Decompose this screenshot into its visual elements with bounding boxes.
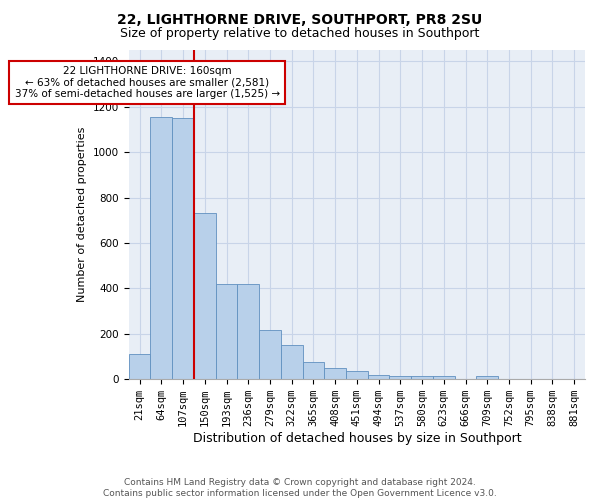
Bar: [238, 284, 259, 379]
Bar: [433, 376, 455, 379]
Bar: [302, 362, 324, 379]
Text: Contains HM Land Registry data © Crown copyright and database right 2024.
Contai: Contains HM Land Registry data © Crown c…: [103, 478, 497, 498]
Text: 22, LIGHTHORNE DRIVE, SOUTHPORT, PR8 2SU: 22, LIGHTHORNE DRIVE, SOUTHPORT, PR8 2SU: [118, 12, 482, 26]
Bar: [215, 284, 238, 379]
Bar: [411, 376, 433, 379]
Text: Size of property relative to detached houses in Southport: Size of property relative to detached ho…: [121, 28, 479, 40]
Bar: [129, 354, 151, 379]
Bar: [324, 368, 346, 379]
Text: 22 LIGHTHORNE DRIVE: 160sqm
← 63% of detached houses are smaller (2,581)
37% of : 22 LIGHTHORNE DRIVE: 160sqm ← 63% of det…: [14, 66, 280, 99]
Bar: [194, 214, 215, 379]
Bar: [172, 118, 194, 379]
Bar: [389, 376, 411, 379]
Bar: [346, 372, 368, 379]
Bar: [476, 376, 498, 379]
Bar: [151, 117, 172, 379]
Bar: [281, 345, 302, 379]
Bar: [259, 330, 281, 379]
Bar: [368, 374, 389, 379]
X-axis label: Distribution of detached houses by size in Southport: Distribution of detached houses by size …: [193, 432, 521, 445]
Y-axis label: Number of detached properties: Number of detached properties: [77, 127, 87, 302]
